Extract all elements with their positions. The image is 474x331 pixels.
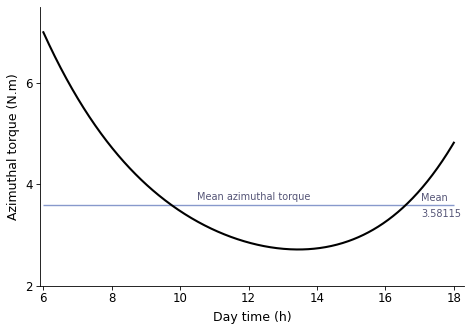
Text: Mean: Mean — [421, 193, 448, 203]
Text: Mean azimuthal torque: Mean azimuthal torque — [197, 192, 310, 202]
Text: 3.58115: 3.58115 — [421, 209, 461, 219]
Y-axis label: Azimuthal torque (N.m): Azimuthal torque (N.m) — [7, 73, 20, 220]
X-axis label: Day time (h): Day time (h) — [213, 311, 292, 324]
